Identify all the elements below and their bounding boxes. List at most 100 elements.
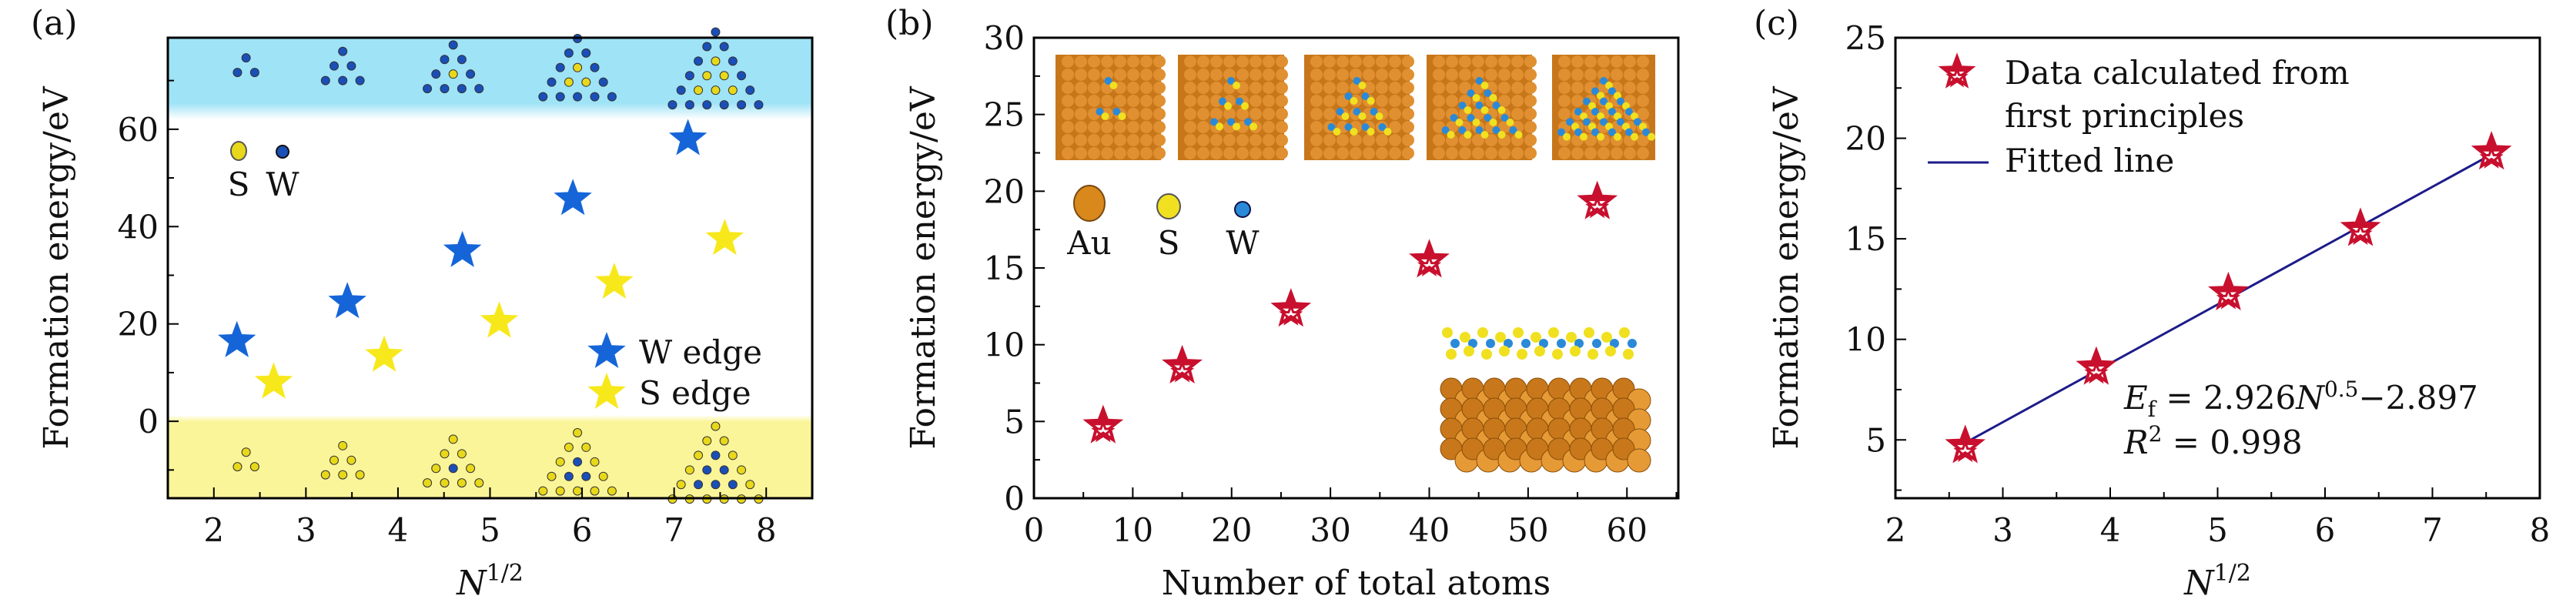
surface-inset-2 [1178,55,1288,160]
atom [728,450,738,460]
x-tick-label: 5 [2207,511,2228,549]
w-atom [1244,118,1252,126]
s-atom [1584,327,1594,338]
y-tick-label: 40 [118,208,159,246]
legend-fit-label: Fitted line [2005,142,2174,179]
data-point-s-edge [365,335,403,372]
s-atom [1477,327,1488,338]
x-tick-label: 40 [1409,511,1450,549]
atom [233,68,243,78]
s-atom [1614,132,1621,141]
atom [329,61,339,71]
s-atom [1489,119,1497,126]
w-atom [1484,89,1492,97]
au-atom [1571,69,1584,81]
au-atom [1337,55,1349,68]
atom [573,457,583,467]
w-atom [1642,128,1650,136]
w-atom [1628,339,1637,348]
au-atom [1210,82,1223,94]
atom [728,85,738,95]
panel-label: (a) [31,4,78,43]
au-atom [1524,55,1537,68]
au-atom [1389,121,1401,133]
s-atom [1358,82,1367,89]
au-atom [1114,69,1126,81]
au-atom [1197,121,1209,133]
atom [431,69,441,79]
au-atom [1276,82,1288,94]
y-axis-label: Formation energy/eV [37,85,76,450]
au-atom [1402,95,1414,107]
au-atom [1402,55,1414,68]
au-atom [1337,147,1349,159]
au-atom [1485,55,1497,68]
au-atom [1062,82,1074,94]
au-atom [1524,95,1537,107]
y-tick-label: 15 [984,249,1025,287]
au-atom [1250,134,1262,146]
w-atom [1475,77,1484,85]
atom [573,486,583,496]
atom [719,465,729,475]
s-atom [1601,332,1612,343]
atom [440,55,450,65]
atom [457,84,467,94]
s-atom [1341,112,1350,120]
au-atom [1088,121,1100,133]
w-atom [1353,77,1361,85]
r-squared: R2 = 0.998 [2123,421,2303,461]
y-tick-label: 5 [1004,403,1025,440]
atom [684,465,694,475]
w-atom [1475,102,1484,109]
w-atom [1617,118,1624,126]
w-atom [1344,92,1353,100]
au-atom [1624,55,1636,68]
atom [440,449,450,459]
x-axis-label-text: N [456,564,487,603]
w-atom [1492,102,1500,109]
au-atom [1524,108,1537,120]
s-atom [1350,97,1358,105]
panel-label: (b) [885,4,934,43]
atom [728,56,738,66]
au-atom [1524,82,1537,94]
au-atom [1310,121,1323,133]
s-atom [1514,131,1523,139]
x-tick-label: 6 [572,511,593,549]
au-atom [1088,134,1100,146]
w-edge-band [168,38,812,120]
au-atom [1276,134,1288,146]
au-atom [1459,69,1471,81]
au-atom [1075,95,1087,107]
au-atom [1337,69,1349,81]
atom [728,480,738,490]
au-atom [1140,108,1153,120]
data-point-data-calculated-from-first-principles-fill [2475,135,2508,152]
s-atom [1588,102,1596,110]
au-atom [1310,108,1323,120]
au-atom [1075,69,1087,81]
w-edge-cluster [233,53,259,78]
w-edge-cluster [423,40,484,94]
atom [573,92,583,102]
data-point-formation-energy-fill [1413,243,1446,259]
au-atom [1637,82,1649,94]
au-atom [1433,147,1445,159]
w-edge-cluster [667,27,764,110]
y-axis-label-text: Formation energy/eV [1767,85,1806,450]
w-atom [1096,108,1104,116]
data-point-formation-energy-fill [1166,349,1199,366]
au-atom [1433,69,1445,81]
au-atom [1323,55,1336,68]
au-atom [1263,69,1275,81]
au-atom [1337,134,1349,146]
au-atom [1223,147,1236,159]
au-atom [1363,55,1375,68]
au-atom [1558,69,1571,81]
au-atom [1184,108,1196,120]
w-atom [1600,118,1607,126]
au-atom [1389,69,1401,81]
y-axis-label-text: Formation energy/eV [904,85,943,450]
